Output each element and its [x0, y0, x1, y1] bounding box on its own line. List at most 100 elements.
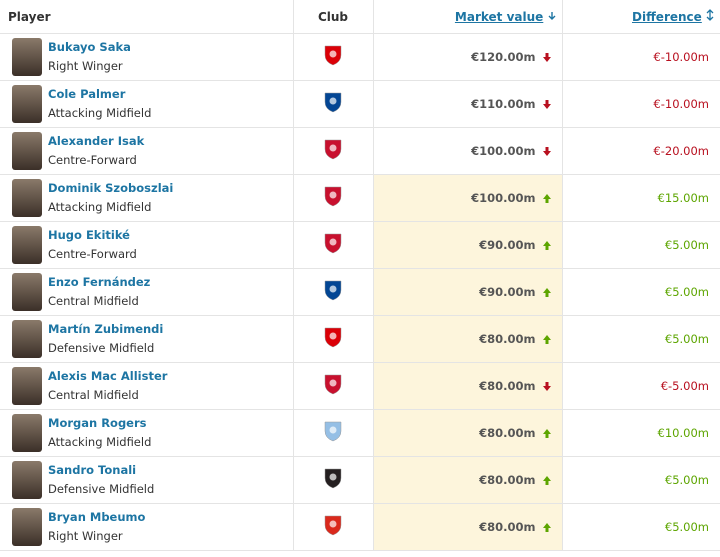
difference-value: €5.00m — [664, 285, 709, 299]
difference-cell: €5.00m — [562, 268, 720, 316]
player-name[interactable]: Bukayo Saka — [48, 40, 131, 54]
sort-both-icon — [706, 9, 714, 21]
player-name[interactable]: Hugo Ekitiké — [48, 228, 130, 242]
club-crest[interactable] — [323, 232, 343, 254]
player-info: Martín Zubimendi Defensive Midfield — [0, 320, 293, 358]
club-crest[interactable] — [323, 185, 343, 207]
difference-sort[interactable]: Difference — [562, 0, 720, 34]
player-name[interactable]: Alexander Isak — [48, 134, 145, 148]
club-crest[interactable] — [323, 514, 343, 536]
player-position: Centre-Forward — [48, 247, 137, 261]
player-row: Cole Palmer Attacking Midfield €110.00m … — [0, 80, 720, 128]
club-crest[interactable] — [323, 44, 343, 66]
player-text: Martín Zubimendi Defensive Midfield — [48, 320, 163, 358]
difference-value: €5.00m — [664, 332, 709, 346]
market-value: €100.00m — [471, 144, 536, 158]
difference-cell: €5.00m — [562, 503, 720, 551]
market-value-header[interactable]: Market value — [454, 9, 544, 24]
player-position: Central Midfield — [48, 388, 139, 402]
player-position: Defensive Midfield — [48, 482, 155, 496]
trend-arrow — [542, 335, 551, 344]
player-name[interactable]: Bryan Mbeumo — [48, 510, 146, 524]
difference-value: €-20.00m — [653, 144, 709, 158]
player-row: Morgan Rogers Attacking Midfield €80.00m… — [0, 409, 720, 457]
market-value-cell: €80.00m — [373, 362, 563, 410]
club-crest[interactable] — [323, 138, 343, 160]
player-info: Bryan Mbeumo Right Winger — [0, 508, 293, 546]
market-value: €110.00m — [471, 97, 536, 111]
market-value-cell: €100.00m — [373, 174, 563, 222]
club-cell — [293, 221, 374, 269]
market-value-cell: €110.00m — [373, 80, 563, 128]
player-name[interactable]: Martín Zubimendi — [48, 322, 164, 336]
sort-desc-icon — [548, 11, 555, 20]
market-value: €120.00m — [471, 50, 536, 64]
player-row: Bryan Mbeumo Right Winger €80.00m €5.00m — [0, 503, 720, 551]
player-cell: Cole Palmer Attacking Midfield — [0, 80, 294, 128]
player-info: Sandro Tonali Defensive Midfield — [0, 461, 293, 499]
market-value-sort[interactable]: Market value — [373, 0, 563, 34]
player-position: Right Winger — [48, 59, 123, 73]
player-row: Alexis Mac Allister Central Midfield €80… — [0, 362, 720, 410]
trend-arrow — [542, 147, 551, 156]
player-name[interactable]: Dominik Szoboszlai — [48, 181, 174, 195]
club-cell — [293, 127, 374, 175]
player-text: Sandro Tonali Defensive Midfield — [48, 461, 154, 499]
market-value: €90.00m — [479, 238, 536, 252]
club-crest[interactable] — [323, 420, 343, 442]
table-body: Bukayo Saka Right Winger €120.00m €-10.0… — [0, 33, 720, 551]
difference-value: €5.00m — [664, 473, 709, 487]
difference-header[interactable]: Difference — [632, 10, 702, 24]
club-cell — [293, 315, 374, 363]
player-text: Alexander Isak Centre-Forward — [48, 132, 144, 170]
club-crest[interactable] — [323, 373, 343, 395]
difference-cell: €-20.00m — [562, 127, 720, 175]
player-name[interactable]: Enzo Fernández — [48, 275, 151, 289]
club-crest[interactable] — [323, 91, 343, 113]
difference-cell: €-5.00m — [562, 362, 720, 410]
player-row: Martín Zubimendi Defensive Midfield €80.… — [0, 315, 720, 363]
player-photo — [12, 273, 42, 311]
player-position: Attacking Midfield — [48, 435, 152, 449]
player-name[interactable]: Morgan Rogers — [48, 416, 147, 430]
difference-value: €10.00m — [657, 426, 709, 440]
player-row: Dominik Szoboszlai Attacking Midfield €1… — [0, 174, 720, 222]
player-photo — [12, 508, 42, 546]
club-crest[interactable] — [323, 326, 343, 348]
player-cell: Alexander Isak Centre-Forward — [0, 127, 294, 175]
player-cell: Bukayo Saka Right Winger — [0, 33, 294, 81]
trend-arrow — [542, 429, 551, 438]
club-crest[interactable] — [323, 467, 343, 489]
difference-value: €15.00m — [657, 191, 709, 205]
player-row: Sandro Tonali Defensive Midfield €80.00m… — [0, 456, 720, 504]
player-row: Bukayo Saka Right Winger €120.00m €-10.0… — [0, 33, 720, 81]
club-crest[interactable] — [323, 279, 343, 301]
market-value: €90.00m — [479, 285, 536, 299]
player-info: Alexis Mac Allister Central Midfield — [0, 367, 293, 405]
market-value-cell: €90.00m — [373, 221, 563, 269]
trend-arrow — [542, 241, 551, 250]
player-position: Attacking Midfield — [48, 106, 152, 120]
club-cell — [293, 456, 374, 504]
player-cell: Enzo Fernández Central Midfield — [0, 268, 294, 316]
player-photo — [12, 132, 42, 170]
player-row: Hugo Ekitiké Centre-Forward €90.00m €5.0… — [0, 221, 720, 269]
club-cell — [293, 268, 374, 316]
difference-cell: €5.00m — [562, 221, 720, 269]
difference-cell: €-10.00m — [562, 33, 720, 81]
player-name[interactable]: Alexis Mac Allister — [48, 369, 168, 383]
trend-arrow — [542, 382, 551, 391]
player-info: Enzo Fernández Central Midfield — [0, 273, 293, 311]
difference-value: €5.00m — [664, 238, 709, 252]
player-position: Right Winger — [48, 529, 123, 543]
player-name[interactable]: Sandro Tonali — [48, 463, 137, 477]
player-text: Alexis Mac Allister Central Midfield — [48, 367, 167, 405]
market-value: €80.00m — [479, 426, 536, 440]
player-text: Cole Palmer Attacking Midfield — [48, 85, 151, 123]
player-name[interactable]: Cole Palmer — [48, 87, 126, 101]
player-row: Enzo Fernández Central Midfield €90.00m … — [0, 268, 720, 316]
player-photo — [12, 38, 42, 76]
club-header: Club — [293, 0, 374, 34]
